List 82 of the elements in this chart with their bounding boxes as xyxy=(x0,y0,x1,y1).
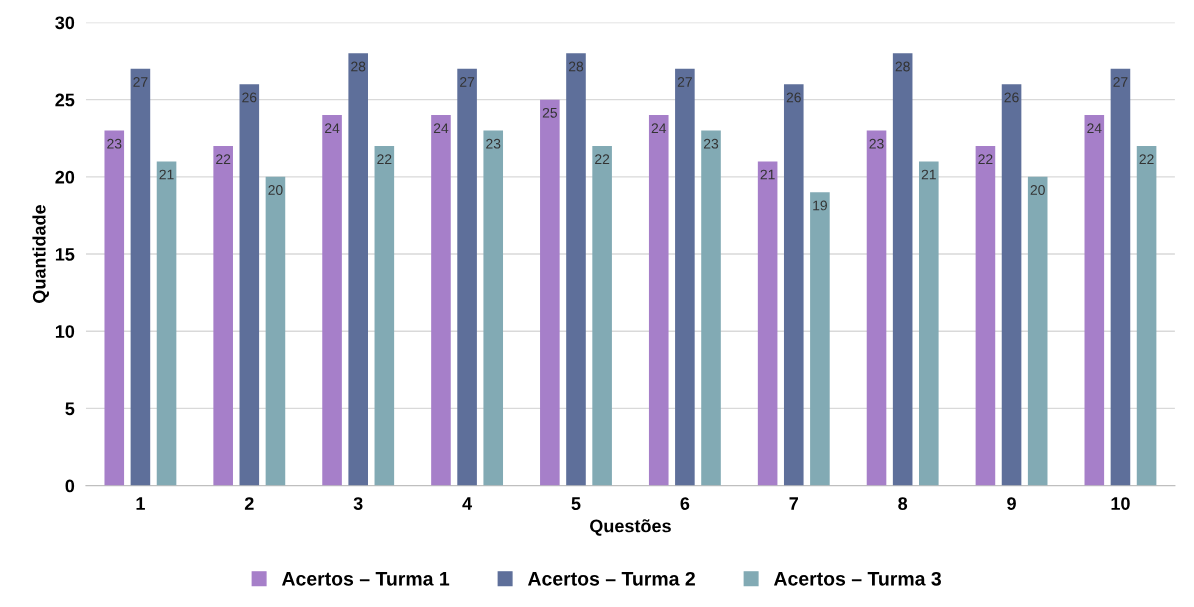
bar xyxy=(675,68,695,486)
bar xyxy=(566,53,586,486)
bar xyxy=(866,130,887,486)
bar xyxy=(757,161,778,486)
y-tick-label: 30 xyxy=(55,16,75,30)
bar xyxy=(130,68,151,486)
legend-label: Acertos – Turma 1 xyxy=(281,572,450,586)
bar xyxy=(322,115,342,486)
data-label: 22 xyxy=(978,154,993,164)
bar xyxy=(156,161,177,486)
data-label: 22 xyxy=(1139,154,1154,164)
data-label: 23 xyxy=(486,138,501,149)
data-label: 21 xyxy=(921,169,936,180)
bar xyxy=(348,53,368,486)
x-tick-label: 1 xyxy=(136,497,145,510)
bar xyxy=(483,130,504,486)
x-tick-label: 2 xyxy=(244,497,254,510)
bar xyxy=(239,84,260,486)
bar xyxy=(1084,115,1105,486)
bar xyxy=(919,161,939,486)
bar xyxy=(1027,176,1048,486)
data-label: 26 xyxy=(1004,92,1019,103)
legend-label: Acertos – Turma 3 xyxy=(773,571,941,586)
data-label: 28 xyxy=(568,61,584,72)
data-label: 22 xyxy=(595,154,610,164)
bar xyxy=(892,53,913,486)
x-tick-label: 4 xyxy=(462,497,473,510)
bar xyxy=(104,130,125,486)
y-tick-label: 5 xyxy=(65,402,75,416)
bar xyxy=(213,145,233,486)
x-tick-label: 8 xyxy=(898,497,908,510)
legend-label: Acertos – Turma 2 xyxy=(527,571,695,586)
bar xyxy=(457,68,477,486)
data-label: 25 xyxy=(542,107,557,118)
data-label: 22 xyxy=(377,154,392,164)
data-label: 21 xyxy=(760,169,775,180)
bar xyxy=(431,115,451,486)
y-tick-label: 10 xyxy=(55,325,75,338)
data-label: 28 xyxy=(895,61,910,72)
bar xyxy=(1110,68,1131,486)
y-tick-label: 0 xyxy=(65,479,75,493)
x-tick-label: 10 xyxy=(1111,497,1130,510)
bar xyxy=(1136,145,1157,486)
bar xyxy=(374,145,395,486)
data-label: 24 xyxy=(325,123,340,134)
data-label: 24 xyxy=(651,123,667,134)
data-label: 20 xyxy=(1030,185,1045,195)
y-tick-label: 25 xyxy=(55,93,75,107)
data-label: 27 xyxy=(677,77,692,87)
data-label: 27 xyxy=(133,77,148,87)
bar xyxy=(540,99,560,486)
bar xyxy=(1001,84,1022,486)
bar xyxy=(975,145,996,486)
data-label: 20 xyxy=(268,185,283,195)
bar xyxy=(783,84,804,486)
bar xyxy=(265,176,286,486)
data-label: 23 xyxy=(107,138,122,149)
x-tick-label: 5 xyxy=(571,497,581,510)
data-label: 22 xyxy=(216,154,231,164)
y-tick-label: 15 xyxy=(55,248,75,261)
data-label: 26 xyxy=(242,92,257,103)
data-label: 24 xyxy=(1087,123,1102,134)
data-label: 19 xyxy=(813,200,827,211)
x-axis-title: Questões xyxy=(590,519,671,536)
x-tick-label: 6 xyxy=(680,497,690,510)
bar xyxy=(648,115,669,486)
bar xyxy=(810,192,830,486)
data-label: 28 xyxy=(351,61,366,72)
data-label: 27 xyxy=(460,77,475,87)
bar xyxy=(592,145,612,486)
y-tick-label: 20 xyxy=(55,170,75,184)
data-label: 26 xyxy=(786,92,801,103)
data-label: 23 xyxy=(703,138,719,149)
data-label: 24 xyxy=(433,123,449,134)
x-tick-label: 9 xyxy=(1007,497,1016,510)
x-tick-label: 3 xyxy=(353,497,363,510)
data-label: 21 xyxy=(159,169,174,180)
data-label: 27 xyxy=(1113,77,1128,87)
data-label: 23 xyxy=(869,138,884,149)
bar xyxy=(701,130,721,486)
x-tick-label: 7 xyxy=(789,497,798,510)
y-axis-title: Quantidade xyxy=(32,204,50,303)
